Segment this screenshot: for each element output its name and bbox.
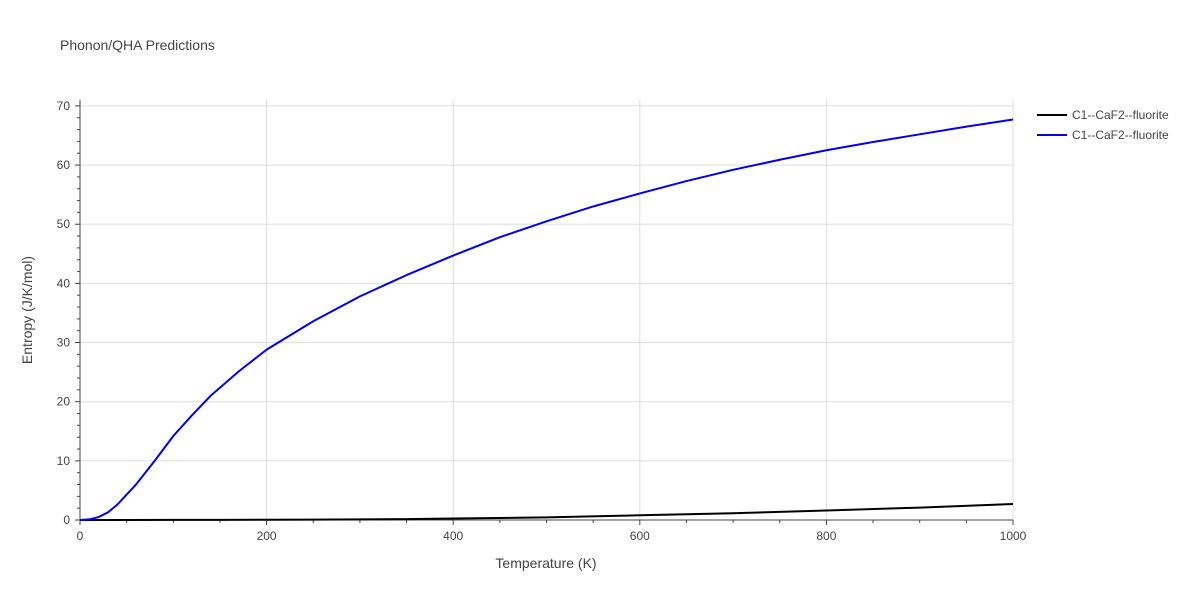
y-tick-label: 0 bbox=[63, 513, 70, 527]
y-tick-label: 50 bbox=[57, 217, 71, 231]
legend-label-2: C1--CaF2--fluorite bbox=[1072, 128, 1169, 142]
y-tick-label: 40 bbox=[57, 276, 71, 290]
y-tick-label: 10 bbox=[57, 454, 71, 468]
y-tick-label: 30 bbox=[57, 336, 71, 350]
x-tick-label: 600 bbox=[630, 529, 650, 543]
x-tick-label: 1000 bbox=[1000, 529, 1027, 543]
series-line-1 bbox=[80, 503, 1014, 521]
y-tick-label: 70 bbox=[57, 99, 71, 113]
legend: C1--CaF2--fluorite C1--CaF2--fluorite bbox=[1037, 108, 1169, 142]
x-axis-title: Temperature (K) bbox=[495, 555, 596, 571]
x-tick-label: 400 bbox=[443, 529, 463, 543]
legend-label-1: C1--CaF2--fluorite bbox=[1072, 108, 1169, 122]
x-tick-label: 800 bbox=[816, 529, 836, 543]
y-axis-title: Entropy (J/K/mol) bbox=[19, 256, 35, 364]
series-line-2 bbox=[79, 118, 1014, 521]
y-tick-label: 20 bbox=[57, 395, 71, 409]
grid bbox=[80, 100, 1014, 520]
y-tick-label: 60 bbox=[57, 158, 71, 172]
chart-title: Phonon/QHA Predictions bbox=[60, 37, 215, 53]
x-tick-label: 200 bbox=[257, 529, 277, 543]
x-tick-label: 0 bbox=[77, 529, 84, 543]
series-layer bbox=[79, 118, 1014, 521]
